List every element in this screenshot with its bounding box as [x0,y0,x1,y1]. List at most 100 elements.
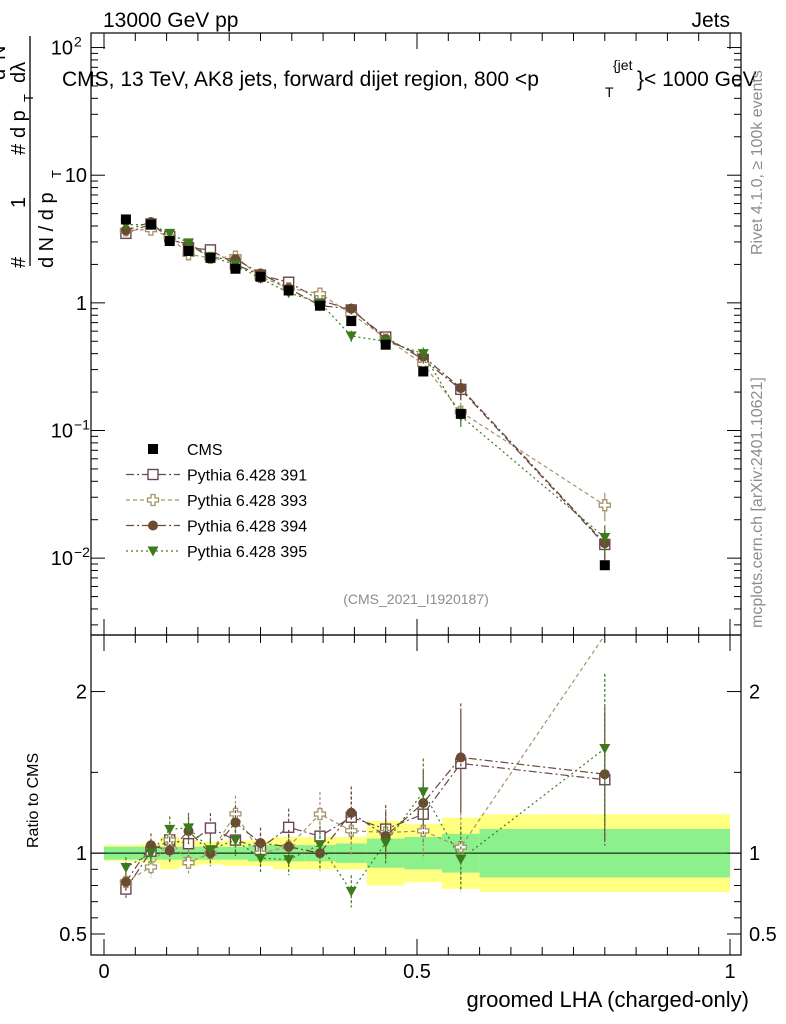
series-395-ratio-point [145,848,157,859]
main-y-tick-label: 10 [51,548,73,570]
cms-data-point [455,408,466,419]
series-393-ratio-point [417,824,430,838]
legend-entry: Pythia 6.428 391 [126,468,307,485]
series-394-ratio-point [120,876,131,887]
ratio-y-tick-label-right: 1 [749,843,760,865]
series-394-ratio-point [145,840,156,851]
cms-data-point [205,252,216,263]
y-label-sub-t2: T [21,94,36,102]
legend-marker [147,468,159,481]
y-label-dp: d p [8,110,30,138]
series-394-point [120,225,131,236]
cms-data-point [418,366,429,377]
y-label-dn-dpt: d N / d p [36,192,58,268]
series-393-ratio-point [144,860,158,874]
analysis-watermark: (CMS_2021_I1920187) [343,591,489,607]
x-tick-label: 1 [724,961,735,983]
series-394 [120,216,610,892]
series-395-ratio-line [125,748,606,893]
ratio-y-tick-label-right: 0.5 [749,924,777,946]
x-tick-label: 0 [98,961,109,983]
series-395-ratio-point [599,743,611,754]
series-395-ratio-point [204,845,216,856]
cms-data-point [255,271,266,282]
cms-data-point [120,214,131,225]
legend-label: CMS [187,442,223,459]
series-395-ratio-point [164,824,176,835]
series-395-ratio-point [229,835,241,846]
series-395-ratio-point [455,854,467,865]
main-y-tick-label: 10 [51,420,73,442]
ratio-plot-frame [90,634,742,956]
legend-marker [147,546,159,557]
x-tick-label: 0.5 [403,961,431,983]
series-395-ratio-point [120,863,132,874]
series-395-ratio-point [283,855,295,866]
series-394-point [346,303,357,314]
legend-entry: CMS [148,442,223,459]
legend-label: Pythia 6.428 395 [187,544,307,561]
main-y-tick-exponent: 2 [74,34,82,50]
series-393-point [598,499,611,512]
legend: CMS Pythia 6.428 391 Pythia 6.428 393 Pythi… [126,442,307,561]
energy-label: 13000 GeV pp [103,9,238,32]
x-axis-label: groomed LHA (charged-only) [467,987,749,1012]
main-y-tick-label: 10 [65,165,87,187]
plot-title-sub: T [605,84,614,100]
series-395-ratio-point [417,787,429,798]
series-394-ratio-point [455,752,466,763]
series-394-ratio-point [164,845,175,856]
legend-label: Pythia 6.428 391 [187,468,307,485]
cms-data-point [145,219,156,230]
rivet-version-label: Rivet 4.1.0, ≥ 100k events [749,70,766,255]
series-394-point [455,383,466,394]
series-395-point [183,238,195,249]
legend-marker [148,520,158,531]
mcplots-label: mcplots.cern.ch [arXiv:2401.10621] [749,377,766,628]
series-395-ratio-point [345,886,357,897]
y-label-sub-t1: T [49,170,64,178]
series-395-ratio-point [380,838,392,849]
category-label: Jets [691,9,730,32]
series-cms-data [120,214,610,571]
y-label-d: d [0,69,10,80]
series-394-ratio-point [418,798,429,809]
ratio-y-tick-label: 0.5 [59,924,87,946]
legend-marker-cms [148,444,158,454]
cms-data-point [346,316,357,327]
y-label-one: 1 [8,197,30,208]
y-label-hash-1: # [8,256,30,268]
series-395-ratio-point [255,853,266,864]
main-y-tick-label: 1 [76,293,87,315]
series-395-point [599,533,611,544]
series-391-ratio-point [204,822,217,834]
series-395-point [417,349,429,360]
cms-data-point [283,285,294,296]
plot-title-sup: {jet [613,57,633,73]
series-395-line [125,224,606,538]
legend-marker [146,493,160,507]
cms-data-point [164,236,175,247]
ratio-y-tick-label-right: 2 [749,682,760,704]
series-layer [119,214,611,908]
series-393-ratio-point [313,807,327,821]
series-395-ratio-point [314,840,326,851]
series-395-point [164,228,176,239]
series-394-ratio-point [255,838,266,849]
y-label-hash-2: # [8,143,30,155]
series-393-ratio-point [182,856,195,869]
main-y-tick-label: 10 [51,38,73,60]
y-axis-label: # 1 d N / d p T # d 2 N d p T dλ [0,36,64,268]
y-label-dlambda: dλ [8,62,30,83]
series-393-line [125,228,606,506]
series-395-point [345,331,357,342]
y-label-n: N [0,46,10,60]
legend-entry: Pythia 6.428 394 [126,519,307,536]
ratio-y-label: Ratio to CMS [25,753,42,848]
cms-data-point [380,339,391,350]
series-395-ratio-point [183,823,195,834]
cms-data-point [230,263,241,274]
cms-data-point [314,300,325,311]
plot-title-end: }< 1000 GeV [637,68,757,91]
